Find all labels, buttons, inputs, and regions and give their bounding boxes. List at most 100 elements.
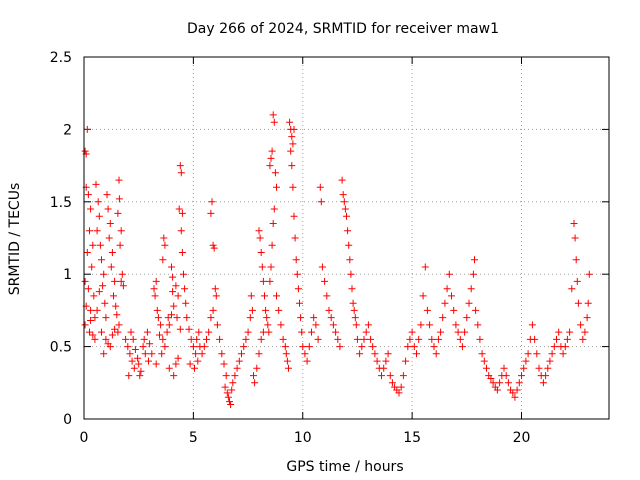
data-point [145,357,152,365]
data-point [273,183,280,191]
y-tick-label: 1.5 [50,195,72,211]
data-points [81,111,593,408]
data-point [439,314,447,322]
data-point [238,350,245,358]
data-point [316,183,324,191]
data-point [208,198,216,206]
data-point [223,389,231,397]
data-point [244,328,252,336]
data-point [104,205,112,213]
data-point [535,364,543,372]
data-point [177,227,185,235]
data-point [301,350,309,358]
data-point [207,209,215,217]
data-point [428,335,436,343]
data-point [198,350,206,358]
data-point [151,292,159,300]
data-point [437,328,445,336]
data-point [128,357,136,365]
data-point [262,306,270,314]
data-point [250,372,257,380]
data-point [181,285,189,293]
data-point [555,328,563,336]
data-point [112,302,120,310]
data-point [251,379,259,387]
data-point [122,335,130,343]
data-point [478,350,486,358]
data-point [334,335,342,343]
data-point [345,241,353,249]
data-point [130,364,138,372]
data-point [325,306,333,314]
data-point [571,234,579,242]
data-point [89,331,97,339]
data-point [81,277,89,285]
data-point [126,350,134,358]
data-point [115,195,123,203]
x-axis: 0 5 10 15 20 [80,57,530,446]
data-point [143,328,151,336]
data-point [344,227,352,235]
data-point [277,321,285,329]
data-point [87,317,95,324]
data-point [87,205,95,213]
data-point [86,328,93,336]
data-point [174,292,182,300]
data-point [271,169,279,177]
chart-title: Day 266 of 2024, SRMTID for receiver maw… [187,21,499,37]
data-point [95,288,103,296]
data-point [297,314,305,322]
data-point [193,335,201,343]
data-point [432,350,440,358]
data-point [183,314,191,322]
data-point [228,386,236,394]
data-point [371,350,379,358]
data-point [286,118,294,126]
y-tick-label: 0 [63,412,72,428]
data-point [348,285,356,293]
data-point [108,331,116,339]
data-point [350,306,358,314]
data-point [273,292,280,300]
data-point [87,306,95,314]
data-point [261,292,268,300]
data-point [378,372,385,380]
data-point [253,364,261,372]
data-point [559,350,567,358]
data-point [156,331,163,339]
x-tick-label: 15 [403,430,421,446]
data-point [175,205,183,213]
data-point [489,379,497,387]
data-point [553,335,560,343]
data-point [263,314,271,322]
data-point [388,379,396,387]
data-point [524,350,532,358]
data-point [222,372,230,380]
data-point [568,285,576,293]
data-point [205,328,213,336]
data-point [496,379,504,387]
data-point [298,328,306,336]
data-point [511,393,519,401]
data-point [469,270,477,278]
plot-frame [83,56,610,420]
data-point [103,191,111,199]
data-point [88,263,96,271]
data-point [170,372,178,380]
data-point [305,343,313,351]
data-point [84,285,92,293]
data-point [546,357,554,365]
y-axis: 0 0.5 1 1.5 2 2.5 [50,50,609,428]
data-point [176,325,184,333]
data-point [269,220,277,227]
data-point [321,277,329,285]
data-point [445,270,453,278]
data-point [544,364,552,372]
data-point [186,360,194,368]
data-point [100,270,108,278]
data-point [83,249,91,256]
data-point [104,340,112,348]
data-point [268,241,276,249]
data-point [257,249,265,256]
data-point [209,306,217,314]
